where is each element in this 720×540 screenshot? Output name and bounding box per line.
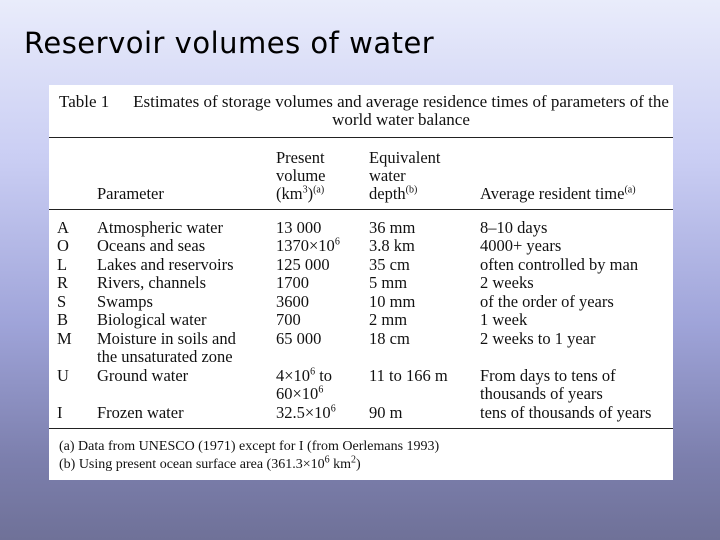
- footnote-b-unit: km: [329, 457, 352, 472]
- row-volume-exponent: 6: [330, 403, 336, 415]
- row-time: 1 week: [480, 310, 528, 329]
- row-volume: 3600: [276, 292, 309, 311]
- row-time: tens of thousands of years: [480, 403, 652, 422]
- row-code: R: [57, 273, 69, 292]
- time-note-marker: (a): [624, 184, 636, 196]
- row-code: B: [57, 310, 69, 329]
- bottom-rule: [49, 428, 673, 429]
- row-volume-base: 1370×10: [276, 236, 335, 255]
- header-parameter: Parameter: [97, 184, 164, 203]
- row-time: 2 weeks: [480, 273, 534, 292]
- footnote-b-suffix: ): [356, 457, 361, 472]
- row-time: 2 weeks to 1 year: [480, 329, 596, 348]
- header-depth-line2: water: [369, 166, 406, 185]
- row-volume: 125 000: [276, 255, 330, 274]
- volume-unit-close: ): [307, 184, 314, 203]
- row-volume: 1700: [276, 273, 309, 292]
- row-parameter-line2: the unsaturated zone: [97, 347, 233, 366]
- row-code: I: [57, 403, 63, 422]
- top-rule: [49, 137, 673, 138]
- depth-note-marker: (b): [405, 184, 418, 196]
- volume-unit-sup: 3: [302, 184, 308, 196]
- row-code: M: [57, 329, 72, 348]
- row-time-line2: thousands of years: [480, 384, 603, 403]
- row-volume-exponent: 6: [334, 236, 340, 248]
- time-label: Average resident time: [480, 184, 625, 203]
- row-time: 4000+ years: [480, 236, 562, 255]
- row-depth: 90 m: [369, 403, 403, 422]
- row-volume-line2: 60×106: [276, 384, 324, 404]
- row-depth: 10 mm: [369, 292, 416, 311]
- header-rule: [49, 209, 673, 210]
- row-code: A: [57, 218, 69, 237]
- row-depth: 18 cm: [369, 329, 410, 348]
- header-volume-line1: Present: [276, 148, 325, 167]
- row-parameter: Ground water: [97, 366, 189, 385]
- row-code: L: [57, 255, 68, 274]
- header-depth-line3: depth(b): [369, 185, 417, 203]
- table-label: Table 1: [59, 92, 110, 111]
- row-volume: 13 000: [276, 218, 322, 237]
- footnote-a: (a) Data from UNESCO (1971) except for I…: [59, 439, 440, 454]
- header-time: Average resident time(a): [480, 185, 636, 203]
- row-volume-exponent: 6: [310, 366, 316, 378]
- header-volume-line2: volume: [276, 166, 326, 185]
- slide-title: Reservoir volumes of water: [24, 26, 435, 60]
- volume-unit-text: (km: [276, 184, 303, 203]
- row-depth: 36 mm: [369, 218, 416, 237]
- row-volume-base: 4×10: [276, 366, 311, 385]
- row-time: often controlled by man: [480, 255, 639, 274]
- row-volume-line2-base: 60×10: [276, 384, 319, 403]
- depth-label: depth: [369, 184, 406, 203]
- row-parameter: Biological water: [97, 310, 207, 329]
- footnote-b: (b) Using present ocean surface area (36…: [59, 454, 361, 472]
- row-volume-tail: to: [315, 366, 333, 385]
- data-table: Table 1 Estimates of storage volumes and…: [49, 85, 673, 480]
- row-parameter: Rivers, channels: [97, 273, 207, 292]
- row-code: S: [57, 292, 67, 311]
- row-volume: 1370×106: [276, 236, 340, 256]
- header-depth-line1: Equivalent: [369, 148, 441, 167]
- row-parameter: Moisture in soils and: [97, 329, 236, 348]
- row-depth: 5 mm: [369, 273, 408, 292]
- row-parameter: Frozen water: [97, 403, 184, 422]
- row-volume: 4×106 to: [276, 366, 333, 386]
- row-depth: 11 to 166 m: [369, 366, 448, 385]
- row-time: From days to tens of: [480, 366, 616, 385]
- row-time: of the order of years: [480, 292, 614, 311]
- row-code: O: [57, 236, 69, 255]
- header-volume-unit: (km3)(a): [276, 185, 324, 203]
- footnote-b-prefix: (b) Using present ocean surface area (36…: [59, 457, 325, 472]
- row-volume: 700: [276, 310, 301, 329]
- row-volume: 32.5×106: [276, 403, 336, 423]
- row-parameter: Lakes and reservoirs: [97, 255, 234, 274]
- row-code: U: [57, 366, 69, 385]
- volume-note-marker: (a): [313, 184, 325, 196]
- row-parameter: Oceans and seas: [97, 236, 206, 255]
- row-volume-base: 32.5×10: [276, 403, 331, 422]
- footnote-b-exponent: 6: [324, 454, 330, 466]
- table-caption-text: Estimates of storage volumes and average…: [133, 92, 669, 129]
- row-depth: 35 cm: [369, 255, 410, 274]
- row-volume: 65 000: [276, 329, 322, 348]
- row-parameter: Atmospheric water: [97, 218, 223, 237]
- row-volume-line2-exponent: 6: [318, 384, 324, 396]
- footnote-b-unit-exponent: 2: [351, 454, 357, 466]
- row-parameter: Swamps: [97, 292, 153, 311]
- row-depth: 3.8 km: [369, 236, 415, 255]
- row-depth: 2 mm: [369, 310, 408, 329]
- row-time: 8–10 days: [480, 218, 548, 237]
